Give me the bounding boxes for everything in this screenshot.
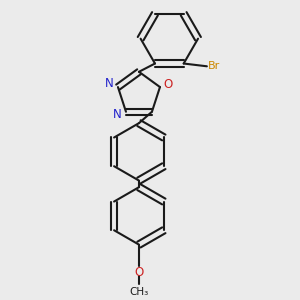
Text: O: O [134,266,144,279]
Text: CH₃: CH₃ [129,286,148,297]
Text: N: N [113,108,122,121]
Text: N: N [105,77,114,90]
Text: Br: Br [208,61,220,71]
Text: O: O [163,78,172,91]
